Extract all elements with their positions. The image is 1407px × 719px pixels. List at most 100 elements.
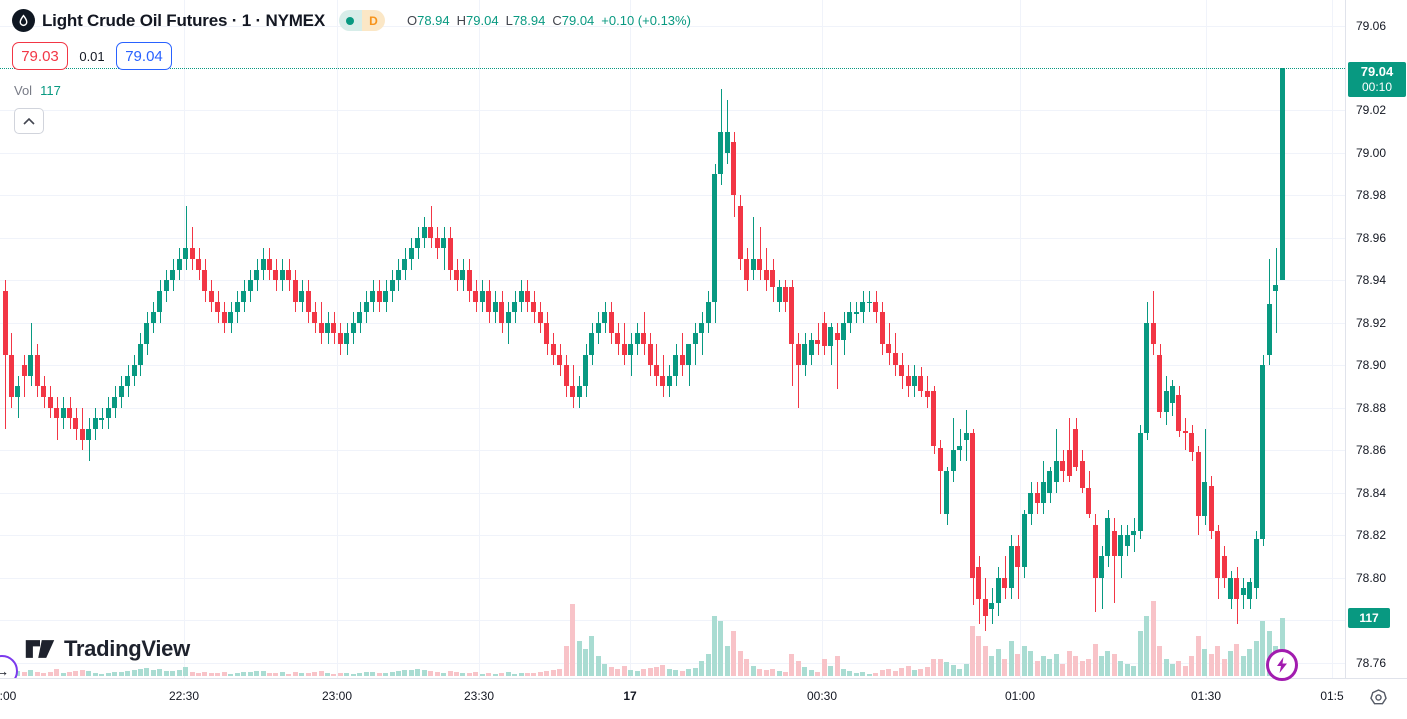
candle [815,339,821,345]
candle [241,290,247,302]
candle [724,131,730,153]
candle-wick [1004,556,1006,599]
candle [1215,530,1221,578]
volume-bar [492,674,498,676]
volume-bar [692,668,698,676]
candle [350,322,356,334]
volume-bar [73,671,79,676]
buy-button[interactable]: 79.04 [116,42,172,70]
candle-wick [643,312,645,355]
candle [1228,577,1233,599]
candle [125,375,131,387]
candle [67,407,72,419]
candle [828,327,834,347]
volume-bar [331,673,337,676]
candle [595,322,601,334]
volume-bar [150,669,156,676]
chart-canvas[interactable] [0,0,1345,678]
volume-bar [137,669,143,676]
candle [331,322,337,334]
candle [1195,452,1201,516]
candle [518,290,524,302]
volume-bar [312,672,318,676]
candle [737,206,743,260]
candle [1279,68,1285,281]
candle [1028,492,1034,514]
volume-bar [228,673,234,676]
symbol-title[interactable]: Light Crude Oil Futures · 1 · NYMEX [42,10,325,30]
price-axis[interactable]: 79.06 79.02 79.00 78.98 78.96 78.94 78.92 78.90… [1345,0,1407,678]
volume-bar [550,670,556,676]
volume-bar [1150,601,1156,676]
candle [976,566,982,599]
volume-label: Vol [14,83,33,98]
volume-bar [286,673,292,676]
candle [531,301,537,313]
candle [750,259,756,270]
volume-bar [634,671,640,676]
candle [86,428,92,440]
volume-bar [989,656,995,676]
candle [492,301,498,313]
volume-bar [802,667,808,676]
axis-settings-icon[interactable] [1366,685,1390,709]
volume-bar [673,670,679,676]
candle [621,344,627,355]
volume-bar [1066,651,1072,676]
volume-bar [105,673,111,676]
symbol-header[interactable]: Light Crude Oil Futures · 1 · NYMEX D O7… [12,9,691,32]
candle [886,344,892,353]
candle [41,386,47,398]
volume-bar [982,646,988,676]
candle [524,290,530,302]
volume-bar [1021,646,1027,676]
candle-wick [759,227,761,281]
candle [318,322,324,334]
volume-bar [1079,661,1085,676]
candle [473,290,479,302]
candle [415,237,421,249]
daily-interval-badge: D [361,10,385,31]
candle [1144,322,1150,434]
candle [408,248,414,260]
candle-wick [508,301,510,345]
sell-button[interactable]: 79.03 [12,42,68,70]
candle [744,259,750,281]
volume-bar [879,670,885,676]
volume-bar [1073,656,1079,676]
volume-bar [641,669,647,676]
volume-bar [1028,651,1034,676]
candle-wick [888,322,890,366]
volume-bar [595,656,601,676]
volume-bar [466,672,472,676]
gridline-vertical [337,0,338,678]
volume-bar [454,672,459,676]
volume-bar [924,667,930,676]
volume-bar [234,673,240,676]
candle [808,339,814,355]
lightning-bolt-button[interactable] [1266,649,1298,681]
candle [79,428,85,440]
volume-bar [318,671,324,676]
volume-bar [583,648,588,676]
volume-bar [731,631,737,676]
time-axis[interactable]: :00 22:30 23:00 23:30 17 00:30 01:00 01:30 01:5 [0,678,1407,719]
volume-bar [202,672,208,676]
volume-bar [54,669,60,676]
volume-bar [944,662,950,676]
bid-ask-row: 79.03 0.01 79.04 [12,42,172,70]
gridline-horizontal [0,152,1345,154]
candle-wick [662,354,664,398]
volume-bar [170,671,176,676]
candle [1034,492,1040,504]
candle-wick [656,344,658,387]
volume-bar [570,603,576,676]
candle [441,237,447,249]
collapse-legend-button[interactable] [14,108,44,134]
volume-bar [1221,658,1227,676]
candle [1047,471,1053,493]
candle [273,269,279,281]
market-status-pill[interactable]: D [338,10,385,31]
volume-bar [28,670,34,676]
